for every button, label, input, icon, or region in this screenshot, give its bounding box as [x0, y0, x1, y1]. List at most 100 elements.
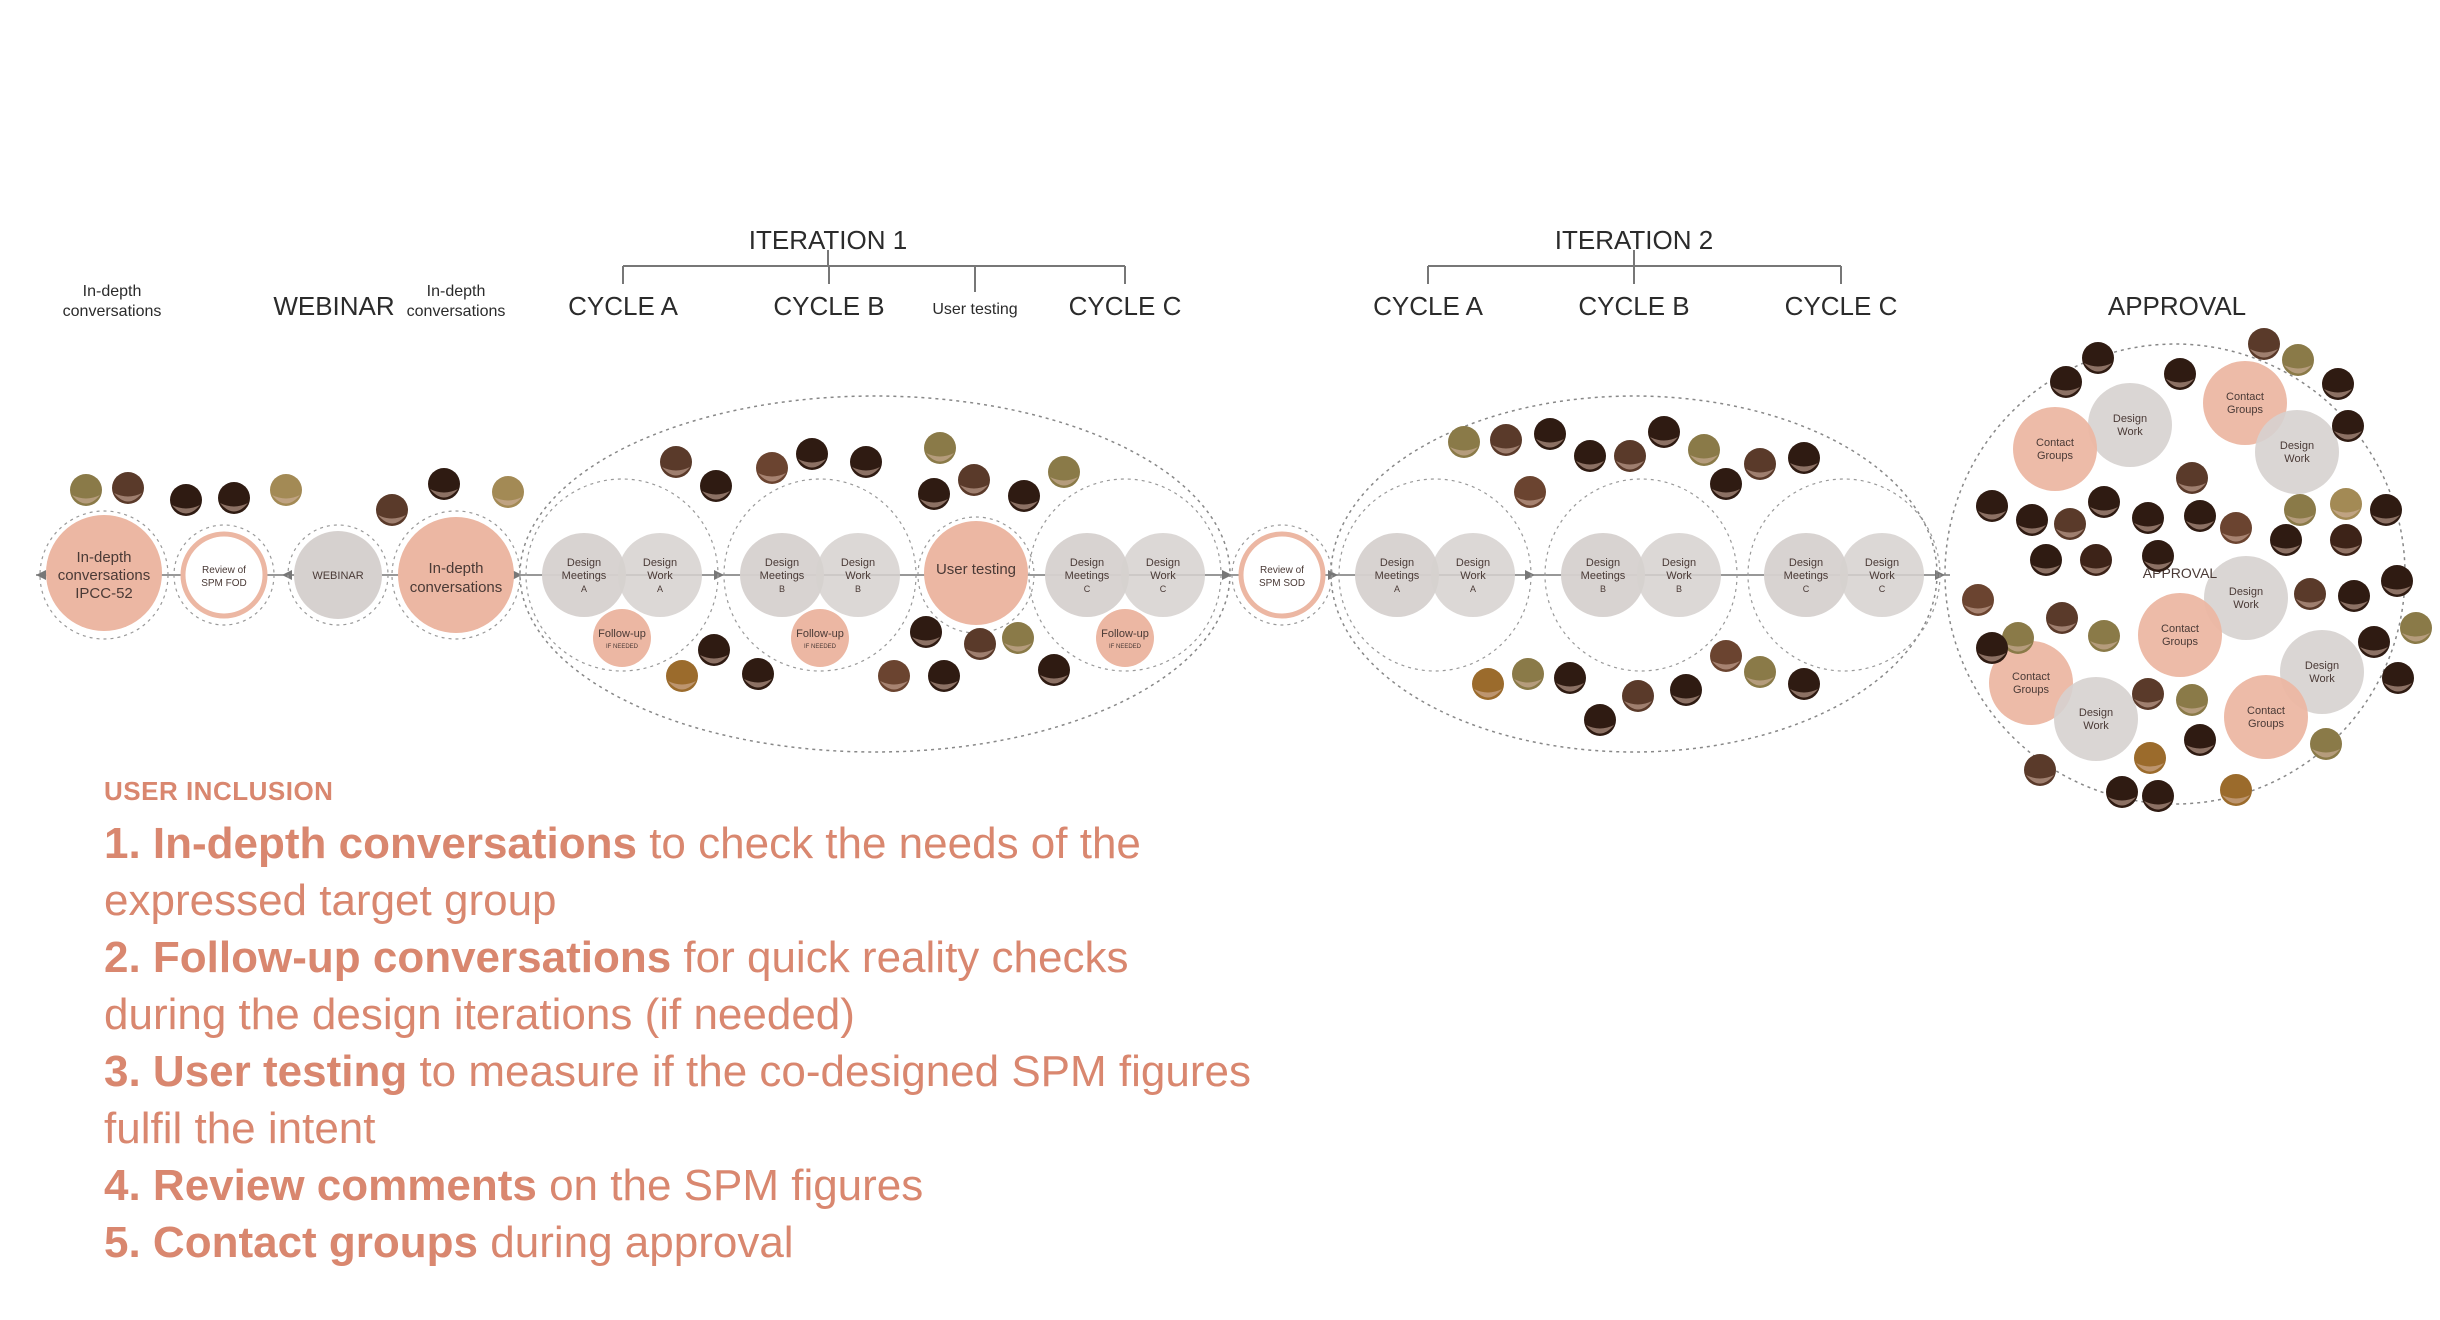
design-work-text: Design — [841, 557, 875, 569]
approval-layer: DesignWorkContactGroupsContactGroupsDesi… — [1989, 361, 2364, 761]
person-head-icon — [958, 464, 990, 496]
label-it2-cycle-a: CYCLE A — [1373, 291, 1483, 321]
person-head-icon — [1788, 668, 1820, 700]
person-head-icon — [1038, 654, 1070, 686]
person-head-icon — [924, 432, 956, 464]
contact-groups-text: Groups — [2013, 684, 2050, 696]
label-it1-cycle-c: CYCLE C — [1068, 291, 1182, 321]
cycle-letter: C — [1879, 584, 1886, 594]
person-head-icon — [2220, 512, 2252, 544]
contact-groups-text: Contact — [2161, 623, 2199, 635]
legend-item-3: 3. User testing to measure if the co-des… — [104, 1047, 1251, 1153]
cycle-letter: B — [855, 584, 861, 594]
person-head-icon — [2322, 368, 2354, 400]
person-head-icon — [1534, 418, 1566, 450]
flow-arrows — [36, 570, 1945, 580]
person-head-icon — [2270, 524, 2302, 556]
cycle-letter: C — [1160, 584, 1167, 594]
person-head-icon — [964, 628, 996, 660]
design-work-text: Design — [2229, 586, 2263, 598]
person-head-icon — [218, 482, 250, 514]
design-meetings-text: Meetings — [1581, 570, 1626, 582]
person-head-icon — [2330, 488, 2362, 520]
cycle-letter: C — [1084, 584, 1091, 594]
person-head-icon — [1554, 662, 1586, 694]
design-work-text: Work — [1150, 570, 1176, 582]
contact-groups-text: Groups — [2248, 718, 2285, 730]
design-work-text: Work — [1666, 570, 1692, 582]
design-meetings-text: Design — [1586, 557, 1620, 569]
svg-text:In-depth: In-depth — [428, 560, 483, 577]
cycle-rings — [39, 478, 1941, 672]
person-head-icon — [2381, 565, 2413, 597]
person-head-icon — [270, 474, 302, 506]
person-head-icon — [2338, 580, 2370, 612]
follow-up-text: Follow-up — [598, 628, 646, 640]
person-head-icon — [2176, 684, 2208, 716]
person-head-icon — [2088, 486, 2120, 518]
design-meetings-text: Design — [567, 557, 601, 569]
design-work-text: Work — [2309, 673, 2335, 685]
label-in-depth-2: In-depth conversations — [406, 283, 506, 320]
contact-groups-text: Contact — [2012, 671, 2050, 683]
design-work-text: Design — [643, 557, 677, 569]
design-work-text: Design — [1456, 557, 1490, 569]
design-meetings-text: Meetings — [562, 570, 607, 582]
follow-up-node: Follow-up IF NEEDED — [791, 609, 849, 667]
person-head-icon — [2184, 500, 2216, 532]
person-head-icon — [2332, 410, 2364, 442]
person-head-icon — [170, 484, 202, 516]
user-inclusion-legend: USER INCLUSION 1. In-depth conversations… — [104, 776, 1254, 1271]
person-head-icon — [2176, 462, 2208, 494]
design-meetings-text: Meetings — [1375, 570, 1420, 582]
legend-item-2: 2. Follow-up conversations for quick rea… — [104, 933, 1129, 1039]
svg-text:In-depth: In-depth — [76, 549, 131, 566]
person-head-icon — [1514, 476, 1546, 508]
cycle-letter: B — [1676, 584, 1682, 594]
person-head-icon — [2082, 342, 2114, 374]
label-webinar: WEBINAR — [273, 291, 395, 321]
person-head-icon — [1584, 704, 1616, 736]
person-head-icon — [1670, 674, 1702, 706]
contact-groups-text: Groups — [2037, 450, 2074, 462]
legend-item-4: 4. Review comments on the SPM figures — [104, 1161, 924, 1210]
design-work-text: Design — [2113, 413, 2147, 425]
design-meetings-text: Design — [1789, 557, 1823, 569]
design-meetings-text: Design — [1070, 557, 1104, 569]
person-head-icon — [742, 658, 774, 690]
person-head-icon — [2284, 494, 2316, 526]
design-meetings-text: Meetings — [760, 570, 805, 582]
iteration-1-ellipse — [519, 395, 1231, 753]
cycle-letter: A — [1394, 584, 1400, 594]
person-head-icon — [2046, 602, 2078, 634]
person-head-icon — [1744, 656, 1776, 688]
person-head-icon — [1048, 456, 1080, 488]
label-in-depth-1: In-depth conversations — [62, 283, 162, 320]
contact-groups-text: Contact — [2226, 391, 2264, 403]
iteration-1-bracket — [622, 250, 1126, 292]
person-head-icon — [2030, 544, 2062, 576]
label-it1-cycle-a: CYCLE A — [568, 291, 678, 321]
design-work-text: Work — [2083, 720, 2109, 732]
svg-text:IPCC-52: IPCC-52 — [75, 585, 133, 602]
label-it2-cycle-b: CYCLE B — [1578, 291, 1690, 321]
person-head-icon — [2132, 502, 2164, 534]
legend-item-5: 5. Contact groups during approval — [104, 1218, 794, 1267]
design-work-text: Design — [1662, 557, 1696, 569]
person-head-icon — [850, 446, 882, 478]
design-work-text: Work — [845, 570, 871, 582]
follow-up-text: Follow-up — [796, 628, 844, 640]
person-head-icon — [112, 472, 144, 504]
person-head-icon — [1574, 440, 1606, 472]
